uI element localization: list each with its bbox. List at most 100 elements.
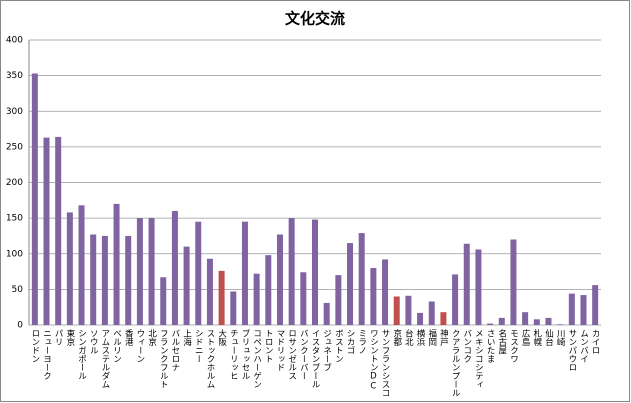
x-tick-label: サンパウロ [567,329,577,372]
x-tick-label: ロサンゼルス [287,329,297,380]
bar [241,221,248,325]
bar [300,272,307,325]
x-tick-label: シンガポール [77,329,87,380]
y-tick-label: 350 [6,71,23,81]
x-tick-label: さいたま [485,329,495,363]
bar [463,243,470,325]
bar [533,319,540,325]
x-tick-label: 広島 [520,328,530,347]
bar [101,235,108,325]
x-tick-label: フランクフルト [158,329,168,389]
bar [206,258,213,325]
y-tick-label: 300 [6,107,23,117]
bar [347,243,354,325]
bar [335,275,342,325]
x-tick-label: 京都 [392,328,402,347]
x-tick-label: ソウル [88,329,98,355]
x-tick-label: シカゴ [345,329,355,355]
bar [428,301,435,325]
x-tick-label: サンフランシスコ [380,329,390,397]
x-tick-label: 東京 [65,328,75,347]
bar [113,203,120,325]
bar [253,273,260,325]
x-tick-label: パリ [53,329,63,346]
bar [31,73,38,325]
x-tick-label: ブリュッセル [240,328,250,380]
x-tick-label: ストックホルム [205,329,215,389]
x-tick-label: 香港 [123,328,133,347]
x-tick-label: 北京 [147,329,157,347]
x-tick-label: アムステルダム [100,329,110,389]
bar [312,219,318,325]
bar [382,259,389,325]
x-tick-label: ニューヨーク [42,329,52,380]
x-tick-label: クアラルンプール [450,329,460,397]
bar [55,136,62,325]
bar [475,249,482,325]
bar [125,235,132,325]
bar [160,277,167,325]
y-tick-label: 100 [6,249,23,259]
x-tick-label: 札幌 [532,328,542,347]
bar [417,312,424,325]
x-tick-label: ロンドン [30,329,40,363]
x-tick-label: 台北 [403,328,413,347]
x-tick-label: トロント [263,329,273,363]
x-tick-label: バルセロナ [170,329,180,372]
bar [66,212,73,325]
bar [183,246,190,325]
bar [43,137,50,325]
x-tick-label: シドニー [193,329,203,363]
x-tick-label: マドリッド [275,329,285,372]
x-tick-label: 神戸 [438,328,448,347]
bar [452,274,459,325]
x-tick-label: バンクーバー [298,329,308,380]
bar [323,302,330,325]
x-tick-label: ミラノ [357,329,367,355]
x-tick-label: 上海 [182,329,192,347]
x-tick-label: チューリッヒ [228,329,238,380]
x-tick-label: 仙台 [543,328,553,347]
bar [276,234,283,325]
bar [498,317,505,325]
y-tick-label: 400 [6,36,23,46]
bar [592,285,599,325]
x-tick-label: ベルリン [112,329,122,363]
bar [218,270,225,325]
bar [580,295,587,325]
bar [487,323,494,325]
x-tick-label: ムンバイ [578,329,588,363]
chart-title: 文化交流 [285,10,345,28]
x-tick-label: バンコク [462,329,472,363]
x-tick-label: 川崎 [555,329,565,346]
y-tick-label: 250 [6,142,23,152]
bar [510,239,517,325]
bar [557,324,564,325]
x-tick-label: 大阪 [217,328,227,347]
y-tick-label: 200 [6,178,23,188]
y-tick-label: 0 [17,321,23,331]
bar [148,218,155,325]
x-tick-label: ボストン [333,329,343,363]
x-tick-label: 名古屋 [497,328,507,355]
bar [440,312,447,325]
bar [288,218,295,325]
x-tick-label: 横浜 [415,328,425,347]
x-tick-label: イスタンブール [310,329,320,389]
bar [230,291,237,325]
x-tick-label: ウィーン [135,329,145,363]
bar [393,296,400,325]
x-tick-label: カイロ [590,329,600,355]
bar [265,255,272,325]
x-tick-label: ジュネーブ [322,329,332,372]
x-tick-label: モスクワ [508,329,518,363]
bar [370,268,377,325]
y-tick-label: 150 [6,214,23,224]
y-tick-label: 50 [12,285,24,295]
x-tick-label: メキシコシティ [473,329,483,389]
bar [358,233,365,325]
bar [195,221,202,325]
bar [171,211,178,325]
bar [405,295,412,325]
